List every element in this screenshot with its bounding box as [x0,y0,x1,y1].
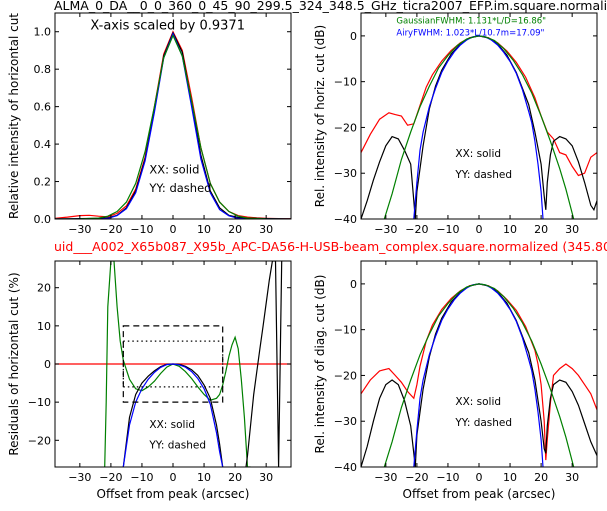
series-line-1 [104,261,251,467]
x-tick-label: 10 [197,223,211,236]
y-tick-label: −10 [334,76,357,89]
series-line-0 [361,283,597,461]
x-tick-label: 0 [476,471,483,484]
y-tick-label: −40 [334,213,357,226]
y-tick-label: 10 [37,320,51,333]
x-tick-label: 0 [476,223,483,236]
series-line-2 [413,35,544,219]
x-tick-label: −20 [99,471,122,484]
x-tick-label: 0 [170,471,177,484]
x-tick-label: 20 [534,223,548,236]
series-line-1 [361,283,597,467]
annotation-text: XX: solid [149,163,199,177]
series-line-2 [122,363,224,467]
annotation-text: XX: solid [455,148,501,160]
y-axis-label: Relative intensity of horizontal cut [7,13,21,219]
y-tick-label: 0 [350,278,357,291]
annotation-text: AiryFWHM: 1.023*L/10.7m=17.09" [396,29,544,39]
y-axis-label: Residuals of horizontal cut (%) [7,272,21,455]
x-tick-label: −30 [374,471,397,484]
plot-frame [360,260,598,468]
y-axis-label: Rel. intensity of horiz. cut (dB) [313,25,327,207]
series-line-1 [361,35,597,219]
panel-bottom-right: −30 −20 −10 0 10 20 30 −40 −30 −20 −10 0 Rel. intens… [313,260,598,501]
series-line-3 [122,363,224,467]
y-tick-label: 0.6 [34,101,52,114]
x-tick-label: 20 [534,471,548,484]
y-tick-label: 0.4 [34,138,52,151]
x-tick-label: −20 [405,223,428,236]
y-axis-label: Rel. intensity of diag. cut (dB) [313,275,327,454]
x-tick-label: −10 [436,471,459,484]
y-tick-label: −10 [334,324,357,337]
x-tick-label: 30 [565,471,579,484]
x-tick-label: −10 [436,223,459,236]
series-line-2 [55,31,291,219]
annotation-text: YY: dashed [148,439,206,451]
x-tick-label: −20 [405,471,428,484]
x-tick-label: −30 [374,223,397,236]
y-tick-label: 1.0 [34,26,52,39]
plot-area [361,35,597,219]
y-tick-label: 0 [350,30,357,43]
panel-bottom-left: −30 −20 −10 0 10 20 30 −20 −10 0 10 20 Residuals of … [7,260,292,501]
annotation-text: XX: solid [149,419,195,431]
y-tick-label: 0.0 [34,213,52,226]
series-line-3 [55,33,291,219]
x-tick-label: −30 [68,471,91,484]
annotation-text: X-axis scaled by 0.9371 [90,18,245,33]
series-line-3 [383,283,575,467]
x-axis-label: Offset from peak (arcsec) [403,487,556,501]
panel-top-left: −30 −20 −10 0 10 20 30 0.0 0.2 0.4 0.6 0.8 1.0 Relati… [7,12,292,236]
residual-box-dotted [122,340,224,388]
annotation-text: YY: dashed [148,181,211,195]
y-tick-label: −30 [334,415,357,428]
x-tick-label: 0 [170,223,177,236]
y-tick-label: 0.2 [34,176,52,189]
y-tick-label: −20 [334,369,357,382]
series-line-3 [383,35,575,219]
plot-area [55,30,291,219]
series-line-4 [245,261,283,467]
series-line-2 [413,283,544,467]
y-tick-label: −10 [28,396,51,409]
x-tick-label: 10 [197,471,211,484]
x-tick-label: −10 [130,471,153,484]
x-tick-label: −30 [68,223,91,236]
plot-area [361,283,597,467]
x-tick-label: 10 [503,223,517,236]
x-tick-label: −10 [130,223,153,236]
annotation-text: GaussianFWHM: 1.131*L/D=16.86" [396,16,546,26]
annotation-text: XX: solid [455,396,501,408]
y-tick-label: −40 [334,461,357,474]
annotation-text: YY: dashed [454,417,512,429]
x-tick-label: 30 [259,471,273,484]
panel-top-right: −30 −20 −10 0 10 20 30 −40 −30 −20 −10 0 Rel. intens… [313,12,598,236]
y-tick-label: −20 [334,121,357,134]
y-tick-label: 0.8 [34,63,52,76]
x-tick-label: 30 [259,223,273,236]
plot-frame [360,12,598,220]
x-tick-label: 10 [503,471,517,484]
annotation-text: YY: dashed [454,169,512,181]
x-tick-label: 20 [228,223,242,236]
panels-group: −30 −20 −10 0 10 20 30 0.0 0.2 0.4 0.6 0.8 1.0 Relati… [7,12,598,501]
y-tick-label: −20 [28,434,51,447]
x-tick-label: 30 [565,223,579,236]
y-tick-label: 20 [37,282,51,295]
x-tick-label: −20 [99,223,122,236]
x-axis-label: Offset from peak (arcsec) [97,487,250,501]
y-tick-label: −30 [334,167,357,180]
plot-area [55,261,291,467]
figure-second-title: uid___A002_X65b087_X95b_APC-DA56-H-USB-b… [54,239,607,254]
figure-top-title: ALMA_0_DA__0_0_360_0_45_90_299.5_324_348… [54,0,607,13]
residual-box-dashed [122,325,224,403]
x-tick-label: 20 [228,471,242,484]
y-tick-label: 0 [44,358,51,371]
